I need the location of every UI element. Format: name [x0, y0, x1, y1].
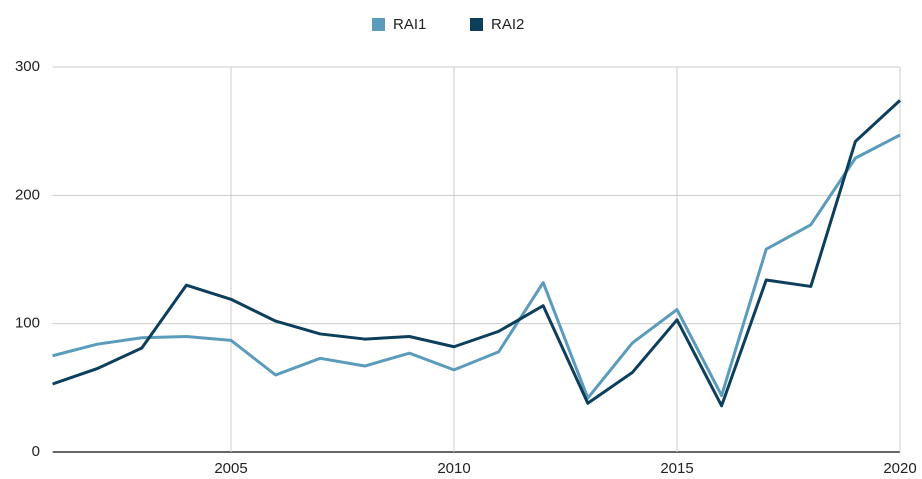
line	[52, 99, 902, 408]
legend-label: RAI1	[393, 16, 426, 33]
y-tick-label: 300	[15, 58, 40, 75]
y-tick-label: 0	[32, 443, 40, 460]
x-tick-label: 2005	[214, 460, 247, 477]
x-tick-label: 2015	[660, 460, 693, 477]
legend-label: RAI2	[491, 16, 524, 33]
legend-swatch	[470, 18, 483, 31]
legend-swatch	[372, 18, 385, 31]
line	[52, 133, 901, 400]
x-tick-label: 2020	[883, 460, 916, 477]
y-tick-label: 200	[15, 186, 40, 203]
y-tick-label: 100	[15, 315, 40, 332]
x-tick-label: 2010	[437, 460, 470, 477]
